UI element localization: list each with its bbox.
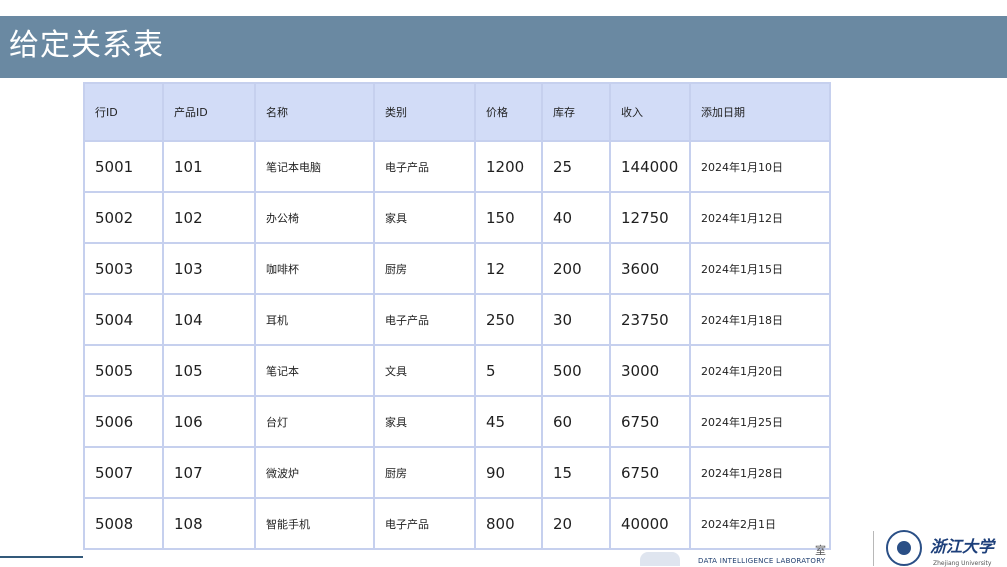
cell-price: 45 (474, 395, 543, 448)
cell-stock: 60 (541, 395, 611, 448)
university-seal-icon (886, 530, 922, 566)
cell-price: 12 (474, 242, 543, 295)
cell-category: 电子产品 (373, 293, 476, 346)
cell-product-id: 104 (162, 293, 256, 346)
cell-price: 90 (474, 446, 543, 499)
cell-category: 家具 (373, 395, 476, 448)
cell-row-id: 5007 (83, 446, 164, 499)
header-cell: 产品ID (162, 82, 256, 142)
cell-date-added: 2024年1月20日 (689, 344, 831, 397)
table-row: 5005 105 笔记本 文具 5 500 3000 2024年1月20日 (83, 344, 831, 397)
cell-price: 800 (474, 497, 543, 550)
cell-stock: 20 (541, 497, 611, 550)
table-row: 5001 101 笔记本电脑 电子产品 1200 25 144000 2024年… (83, 140, 831, 193)
cell-stock: 200 (541, 242, 611, 295)
cell-product-id: 108 (162, 497, 256, 550)
footer-rule (0, 556, 83, 558)
cell-category: 厨房 (373, 242, 476, 295)
cell-category: 厨房 (373, 446, 476, 499)
cell-row-id: 5005 (83, 344, 164, 397)
cell-stock: 15 (541, 446, 611, 499)
header-cell: 类别 (373, 82, 476, 142)
cell-product-id: 106 (162, 395, 256, 448)
cell-stock: 40 (541, 191, 611, 244)
table-header-row: 行ID 产品ID 名称 类别 价格 库存 收入 添加日期 (83, 82, 831, 142)
cell-date-added: 2024年1月18日 (689, 293, 831, 346)
header-cell: 添加日期 (689, 82, 831, 142)
cell-revenue: 6750 (609, 395, 691, 448)
cell-revenue: 6750 (609, 446, 691, 499)
table-row: 5007 107 微波炉 厨房 90 15 6750 2024年1月28日 (83, 446, 831, 499)
cell-name: 办公椅 (254, 191, 375, 244)
table-row: 5008 108 智能手机 电子产品 800 20 40000 2024年2月1… (83, 497, 831, 550)
lab-logo-icon (640, 552, 680, 566)
cell-date-added: 2024年1月25日 (689, 395, 831, 448)
cell-product-id: 102 (162, 191, 256, 244)
header-cell: 名称 (254, 82, 375, 142)
cell-product-id: 101 (162, 140, 256, 193)
cell-price: 250 (474, 293, 543, 346)
table-row: 5006 106 台灯 家具 45 60 6750 2024年1月25日 (83, 395, 831, 448)
cell-name: 笔记本 (254, 344, 375, 397)
cell-category: 家具 (373, 191, 476, 244)
cell-revenue: 144000 (609, 140, 691, 193)
footer-divider (873, 531, 874, 566)
cell-stock: 500 (541, 344, 611, 397)
table-row: 5003 103 咖啡杯 厨房 12 200 3600 2024年1月15日 (83, 242, 831, 295)
header-cell: 价格 (474, 82, 543, 142)
cell-row-id: 5001 (83, 140, 164, 193)
cell-row-id: 5003 (83, 242, 164, 295)
header-cell: 行ID (83, 82, 164, 142)
cell-price: 1200 (474, 140, 543, 193)
cell-price: 150 (474, 191, 543, 244)
cell-row-id: 5002 (83, 191, 164, 244)
cell-row-id: 5004 (83, 293, 164, 346)
cell-product-id: 103 (162, 242, 256, 295)
cell-product-id: 107 (162, 446, 256, 499)
cell-date-added: 2024年1月12日 (689, 191, 831, 244)
cell-stock: 30 (541, 293, 611, 346)
cell-date-added: 2024年1月15日 (689, 242, 831, 295)
cell-price: 5 (474, 344, 543, 397)
cell-name: 咖啡杯 (254, 242, 375, 295)
cell-category: 电子产品 (373, 140, 476, 193)
cell-name: 笔记本电脑 (254, 140, 375, 193)
slide-title-bar: 给定关系表 (0, 16, 1007, 78)
cell-revenue: 3000 (609, 344, 691, 397)
cell-category: 文具 (373, 344, 476, 397)
cell-date-added: 2024年1月10日 (689, 140, 831, 193)
cell-name: 台灯 (254, 395, 375, 448)
cell-row-id: 5008 (83, 497, 164, 550)
cell-date-added: 2024年1月28日 (689, 446, 831, 499)
cell-row-id: 5006 (83, 395, 164, 448)
cell-revenue: 23750 (609, 293, 691, 346)
header-cell: 库存 (541, 82, 611, 142)
cell-name: 智能手机 (254, 497, 375, 550)
table-row: 5004 104 耳机 电子产品 250 30 23750 2024年1月18日 (83, 293, 831, 346)
header-cell: 收入 (609, 82, 691, 142)
university-logo: 浙江大学 (930, 537, 995, 555)
slide-title: 给定关系表 (9, 28, 164, 63)
cell-stock: 25 (541, 140, 611, 193)
university-name-en: Zhejiang University (933, 560, 992, 567)
cell-product-id: 105 (162, 344, 256, 397)
table-row: 5002 102 办公椅 家具 150 40 12750 2024年1月12日 (83, 191, 831, 244)
cell-date-added: 2024年2月1日 (689, 497, 831, 550)
cell-name: 耳机 (254, 293, 375, 346)
cell-revenue: 12750 (609, 191, 691, 244)
relation-table-container: 行ID 产品ID 名称 类别 价格 库存 收入 添加日期 5001 101 笔记… (83, 82, 831, 566)
cell-revenue: 3600 (609, 242, 691, 295)
cell-category: 电子产品 (373, 497, 476, 550)
lab-name-cn: 室 (815, 544, 826, 557)
relation-table: 行ID 产品ID 名称 类别 价格 库存 收入 添加日期 5001 101 笔记… (83, 82, 831, 550)
lab-name: DATA INTELLIGENCE LABORATORY (698, 557, 826, 565)
cell-name: 微波炉 (254, 446, 375, 499)
cell-revenue: 40000 (609, 497, 691, 550)
